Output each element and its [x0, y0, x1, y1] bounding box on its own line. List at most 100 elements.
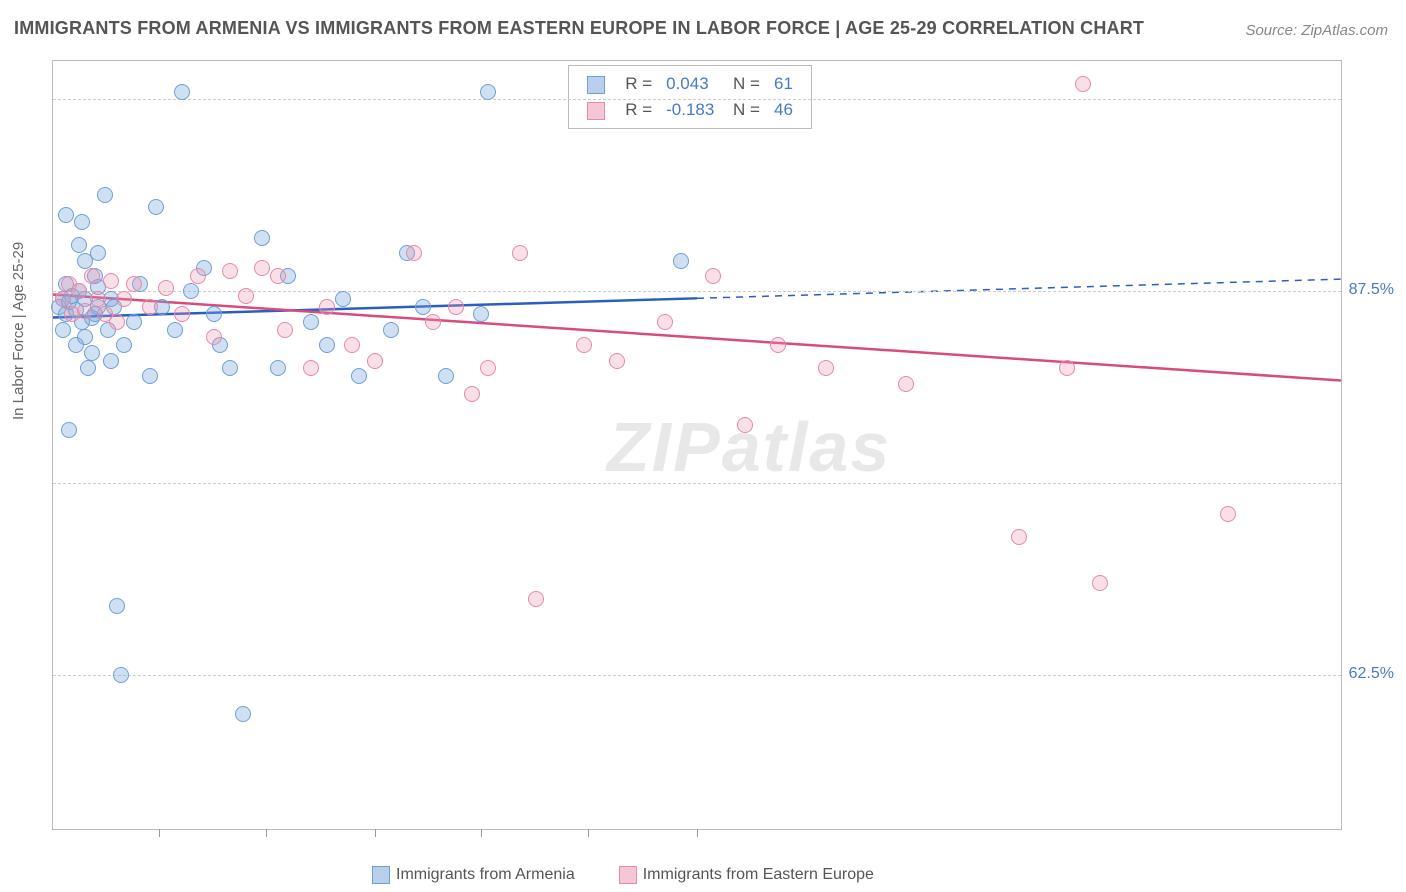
data-point [480, 84, 496, 100]
data-point [148, 199, 164, 215]
data-point [254, 230, 270, 246]
data-point [238, 288, 254, 304]
data-point [367, 353, 383, 369]
x-tick [697, 829, 698, 837]
legend-n-label: N = [722, 72, 766, 96]
gridline [53, 675, 1341, 676]
data-point [415, 299, 431, 315]
x-tick [266, 829, 267, 837]
data-point [103, 273, 119, 289]
data-point [222, 360, 238, 376]
data-point [335, 291, 351, 307]
chart-container: IMMIGRANTS FROM ARMENIA VS IMMIGRANTS FR… [0, 0, 1406, 892]
data-point [174, 84, 190, 100]
data-point [183, 283, 199, 299]
data-point [351, 368, 367, 384]
data-point [657, 314, 673, 330]
series-legend-label: Immigrants from Armenia [396, 866, 575, 883]
x-tick [159, 829, 160, 837]
series-legend-item: Immigrants from Armenia [372, 866, 575, 884]
data-point [737, 417, 753, 433]
data-point [277, 322, 293, 338]
data-point [142, 368, 158, 384]
data-point [84, 345, 100, 361]
data-point [270, 360, 286, 376]
data-point [576, 337, 592, 353]
data-point [74, 214, 90, 230]
data-point [1092, 575, 1108, 591]
data-point [235, 706, 251, 722]
data-point [528, 591, 544, 607]
data-point [103, 353, 119, 369]
data-point [55, 291, 71, 307]
data-point [109, 314, 125, 330]
plot-area: ZIPatlas R =0.043 N =61R =-0.183 N =46 [52, 60, 1342, 830]
legend-swatch [587, 76, 605, 94]
y-axis-label: In Labor Force | Age 25-29 [10, 242, 27, 420]
data-point [55, 322, 71, 338]
x-tick [588, 829, 589, 837]
data-point [222, 263, 238, 279]
data-point [71, 283, 87, 299]
data-point [1011, 529, 1027, 545]
legend-n-value: 61 [768, 72, 799, 96]
data-point [113, 667, 129, 683]
series-legend-item: Immigrants from Eastern Europe [619, 866, 874, 884]
data-point [303, 314, 319, 330]
data-point [512, 245, 528, 261]
data-point [270, 268, 286, 284]
data-point [167, 322, 183, 338]
data-point [473, 306, 489, 322]
data-point [58, 207, 74, 223]
series-legend-label: Immigrants from Eastern Europe [643, 866, 874, 883]
data-point [80, 360, 96, 376]
data-point [126, 276, 142, 292]
data-point [142, 299, 158, 315]
data-point [90, 245, 106, 261]
source-label: Source: ZipAtlas.com [1245, 22, 1388, 39]
data-point [1220, 506, 1236, 522]
data-point [90, 291, 106, 307]
data-point [673, 253, 689, 269]
data-point [406, 245, 422, 261]
data-point [158, 280, 174, 296]
data-point [190, 268, 206, 284]
legend-swatch [619, 866, 637, 884]
data-point [109, 598, 125, 614]
x-tick [481, 829, 482, 837]
legend-swatch [587, 102, 605, 120]
gridline [53, 483, 1341, 484]
data-point [383, 322, 399, 338]
data-point [1075, 76, 1091, 92]
data-point [319, 299, 335, 315]
data-point [705, 268, 721, 284]
data-point [126, 314, 142, 330]
data-point [206, 329, 222, 345]
data-point [818, 360, 834, 376]
data-point [116, 337, 132, 353]
gridline [53, 99, 1341, 100]
y-tick-label: 62.5% [1349, 665, 1394, 683]
legend-r-value: -0.183 [660, 98, 720, 122]
data-point [61, 422, 77, 438]
data-point [480, 360, 496, 376]
legend-row: R =-0.183 N =46 [581, 98, 799, 122]
data-point [344, 337, 360, 353]
data-point [71, 237, 87, 253]
data-point [303, 360, 319, 376]
data-point [97, 187, 113, 203]
data-point [425, 314, 441, 330]
data-point [84, 268, 100, 284]
data-point [77, 329, 93, 345]
data-point [1059, 360, 1075, 376]
data-point [116, 291, 132, 307]
x-tick [375, 829, 376, 837]
legend-n-label: N = [722, 98, 766, 122]
data-point [609, 353, 625, 369]
legend-r-label: R = [619, 72, 658, 96]
data-point [898, 376, 914, 392]
data-point [770, 337, 786, 353]
y-tick-label: 87.5% [1349, 281, 1394, 299]
data-point [206, 306, 222, 322]
data-point [77, 303, 93, 319]
